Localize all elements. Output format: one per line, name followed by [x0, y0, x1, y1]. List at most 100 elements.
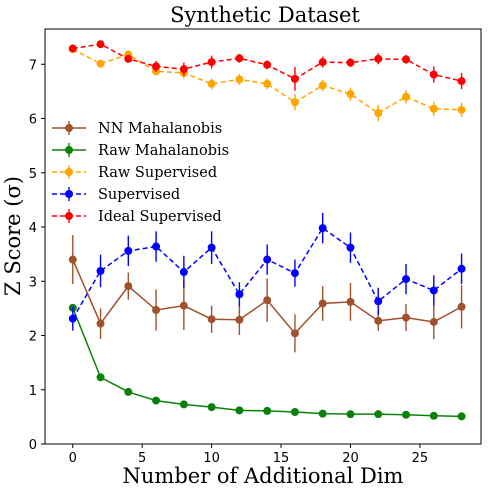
data-point — [235, 54, 244, 63]
data-point — [374, 316, 383, 325]
data-point — [207, 403, 216, 412]
legend-label: Raw Supervised — [98, 165, 217, 181]
data-point — [124, 387, 133, 396]
data-point — [457, 264, 466, 273]
data-point — [235, 315, 244, 324]
data-point — [346, 410, 355, 419]
data-point — [374, 297, 383, 306]
y-tick-label: 2 — [29, 330, 37, 345]
legend-marker — [65, 190, 73, 198]
data-point — [207, 315, 216, 324]
data-point — [207, 58, 216, 67]
legend-entry: Raw Mahalanobis — [52, 143, 229, 159]
y-tick-label: 7 — [29, 58, 37, 73]
series-raw-supervised — [68, 45, 466, 122]
data-point — [290, 269, 299, 278]
data-point — [96, 373, 105, 382]
data-point — [179, 301, 188, 310]
data-point — [346, 90, 355, 99]
data-point — [290, 329, 299, 338]
legend-marker — [65, 124, 73, 132]
data-point — [290, 407, 299, 416]
legend-entry: Raw Supervised — [52, 165, 217, 181]
series-supervised — [68, 212, 466, 331]
x-tick-label: 25 — [412, 451, 429, 466]
data-point — [457, 412, 466, 421]
legend-entry: NN Mahalanobis — [52, 121, 222, 137]
data-point — [68, 314, 77, 323]
x-tick-label: 15 — [273, 451, 290, 466]
data-point — [374, 109, 383, 118]
plot-frame — [44, 28, 482, 445]
legend: NN Mahalanobis Raw Mahalanobis Raw Supervi… — [52, 121, 229, 225]
legend-label: Raw Mahalanobis — [98, 143, 229, 159]
data-point — [429, 411, 438, 420]
data-point — [318, 409, 327, 418]
legend-marker — [65, 146, 73, 154]
data-point — [318, 81, 327, 90]
data-point — [235, 290, 244, 299]
data-point — [96, 319, 105, 328]
plot-area — [68, 40, 466, 421]
data-point — [346, 58, 355, 67]
data-point — [457, 77, 466, 86]
legend-marker — [65, 168, 73, 176]
data-point — [152, 242, 161, 251]
data-point — [179, 268, 188, 277]
data-point — [263, 60, 272, 69]
data-point — [374, 54, 383, 63]
data-point — [235, 406, 244, 415]
data-point — [402, 275, 411, 284]
x-tick-label: 20 — [342, 451, 359, 466]
legend-label: Ideal Supervised — [98, 209, 222, 225]
y-tick-label: 6 — [29, 113, 37, 128]
data-point — [290, 74, 299, 83]
data-point — [457, 302, 466, 311]
data-point — [68, 255, 77, 264]
data-point — [124, 246, 133, 255]
data-point — [402, 410, 411, 419]
data-point — [263, 79, 272, 88]
legend-label: Supervised — [98, 187, 180, 203]
y-tick-label: 0 — [29, 438, 37, 453]
data-point — [96, 59, 105, 68]
data-point — [429, 317, 438, 326]
data-point — [124, 54, 133, 63]
x-tick-label: 0 — [69, 451, 77, 466]
data-point — [402, 55, 411, 64]
data-point — [263, 255, 272, 264]
data-point — [207, 243, 216, 252]
data-point — [207, 79, 216, 88]
data-point — [68, 44, 77, 53]
data-point — [263, 406, 272, 415]
data-point — [318, 224, 327, 233]
data-point — [429, 286, 438, 295]
data-point — [374, 410, 383, 419]
data-point — [402, 313, 411, 322]
data-point — [346, 297, 355, 306]
data-point — [96, 40, 105, 49]
data-point — [152, 62, 161, 71]
data-point — [179, 400, 188, 409]
data-point — [318, 58, 327, 67]
data-point — [179, 65, 188, 74]
data-point — [318, 299, 327, 308]
data-point — [457, 105, 466, 114]
y-tick-label: 1 — [29, 384, 37, 399]
data-point — [263, 296, 272, 305]
y-tick-label: 4 — [29, 221, 37, 236]
data-point — [96, 266, 105, 275]
series-line — [72, 48, 462, 114]
chart-title: Synthetic Dataset — [170, 3, 360, 27]
data-point — [429, 70, 438, 79]
data-point — [235, 75, 244, 84]
y-axis-label: Z Score (σ) — [1, 176, 25, 296]
x-axis-label: Number of Additional Dim — [123, 464, 404, 488]
data-point — [290, 98, 299, 107]
data-point — [152, 306, 161, 315]
legend-entry: Supervised — [52, 187, 180, 203]
series-nn-mahalanobis — [68, 235, 466, 353]
data-point — [429, 104, 438, 113]
